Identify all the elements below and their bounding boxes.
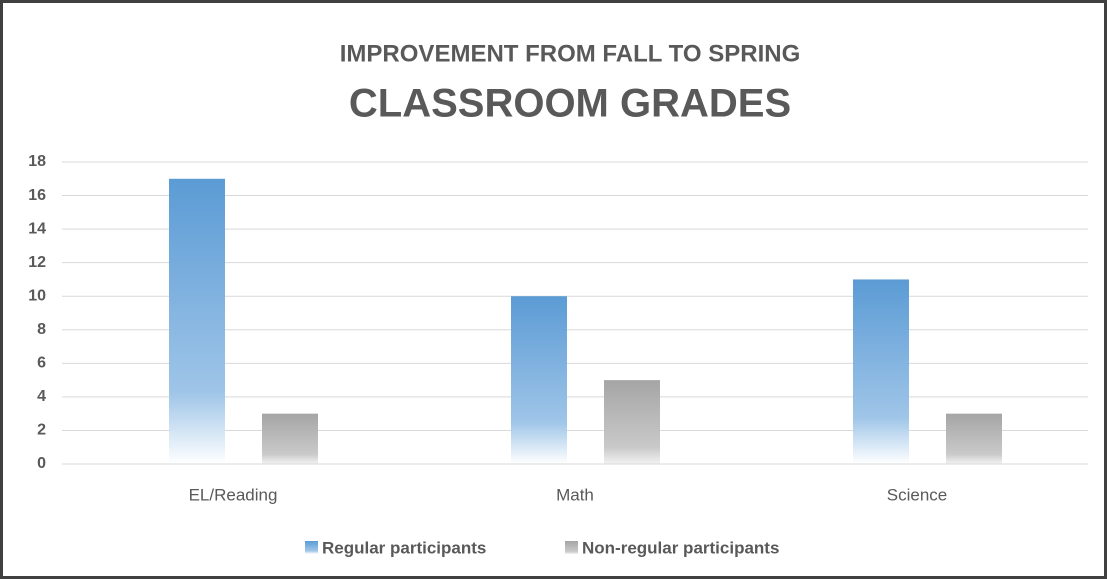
x-tick-label: EL/Reading xyxy=(189,485,278,504)
legend-label: Regular participants xyxy=(322,538,486,557)
legend-swatch xyxy=(565,541,578,554)
bar xyxy=(262,413,318,464)
bar xyxy=(511,296,567,464)
y-tick-label: 14 xyxy=(28,220,46,237)
y-tick-label: 16 xyxy=(28,187,46,204)
chart-title: CLASSROOM GRADES xyxy=(349,82,791,126)
bar xyxy=(604,380,660,464)
y-tick-label: 8 xyxy=(37,321,46,338)
chart-subtitle: IMPROVEMENT FROM FALL TO SPRING xyxy=(340,40,800,67)
y-tick-label: 4 xyxy=(37,388,46,405)
x-tick-label: Science xyxy=(887,485,947,504)
y-tick-label: 0 xyxy=(37,455,46,472)
legend-swatch xyxy=(305,541,318,554)
y-tick-label: 6 xyxy=(37,355,46,372)
y-tick-label: 18 xyxy=(28,153,46,170)
y-tick-label: 10 xyxy=(28,287,46,304)
x-tick-label: Math xyxy=(556,485,594,504)
y-tick-label: 2 xyxy=(37,422,46,439)
y-tick-label: 12 xyxy=(28,254,46,271)
bar xyxy=(946,413,1002,464)
legend-label: Non-regular participants xyxy=(582,538,779,557)
bar xyxy=(169,178,225,464)
bar xyxy=(853,279,909,464)
